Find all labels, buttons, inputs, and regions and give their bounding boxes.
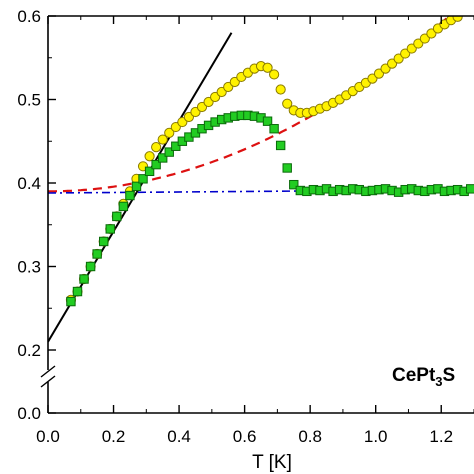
data-point-circle <box>275 84 286 95</box>
data-point-square <box>262 116 273 126</box>
chart-marks <box>48 16 474 343</box>
x-tick-label: 0.6 <box>233 427 257 446</box>
y-tick-label: 0.5 <box>17 91 41 110</box>
y-tick-label: 0.4 <box>17 174 41 193</box>
data-point-circle <box>262 62 273 73</box>
data-point-square <box>289 179 299 190</box>
x-tick-label: 0.4 <box>167 427 191 446</box>
data-point-square <box>112 211 122 222</box>
data-point-circle <box>157 134 168 145</box>
data-point-square <box>66 296 76 307</box>
data-point-square <box>125 190 135 201</box>
data-point-square <box>85 261 96 272</box>
chart-labels: 0.00.20.40.60.81.01.210.00.20.30.40.50.6… <box>17 7 455 473</box>
y-tick-label: 0.3 <box>17 258 41 277</box>
data-point-square <box>269 124 279 134</box>
data-point-square <box>92 249 102 259</box>
y-tick-label: 0.0 <box>17 404 41 423</box>
data-point-circle <box>452 16 463 22</box>
x-tick-label: 0.2 <box>102 427 126 446</box>
chart-axes <box>40 15 474 414</box>
data-point-square <box>151 159 161 170</box>
data-point-square <box>131 181 142 192</box>
compound-annotation: CePt3S <box>392 365 455 389</box>
x-tick-label: 1.0 <box>364 427 388 446</box>
fit-line-dashed <box>48 16 452 193</box>
data-point-square <box>105 224 115 234</box>
x-axis-title: T [K] <box>252 452 292 473</box>
data-point-square <box>275 140 286 151</box>
data-point-square <box>138 174 148 184</box>
data-point-circle <box>164 127 175 138</box>
y-tick-label: 0.2 <box>17 341 41 360</box>
data-point-square <box>79 274 89 284</box>
data-point-circle <box>269 69 280 80</box>
data-point-circle <box>282 98 293 109</box>
data-point-circle <box>151 141 162 153</box>
data-point-square <box>99 236 109 247</box>
data-point-square <box>144 166 155 177</box>
x-tick-label: 0.8 <box>298 427 322 446</box>
axis-break-mark <box>40 375 56 388</box>
data-point-square <box>171 141 181 151</box>
data-point-square <box>72 286 83 297</box>
data-point-square <box>157 153 168 163</box>
x-tick-label: 1.2 <box>429 427 453 446</box>
data-point-square <box>466 184 474 194</box>
data-point-circle <box>144 151 155 162</box>
data-point-square <box>282 163 292 173</box>
x-tick-label: 0.0 <box>36 427 60 446</box>
data-point-square <box>118 201 129 212</box>
data-point-square <box>164 147 174 157</box>
y-tick-label: 0.6 <box>17 7 41 26</box>
axis-break-mark <box>40 365 56 378</box>
